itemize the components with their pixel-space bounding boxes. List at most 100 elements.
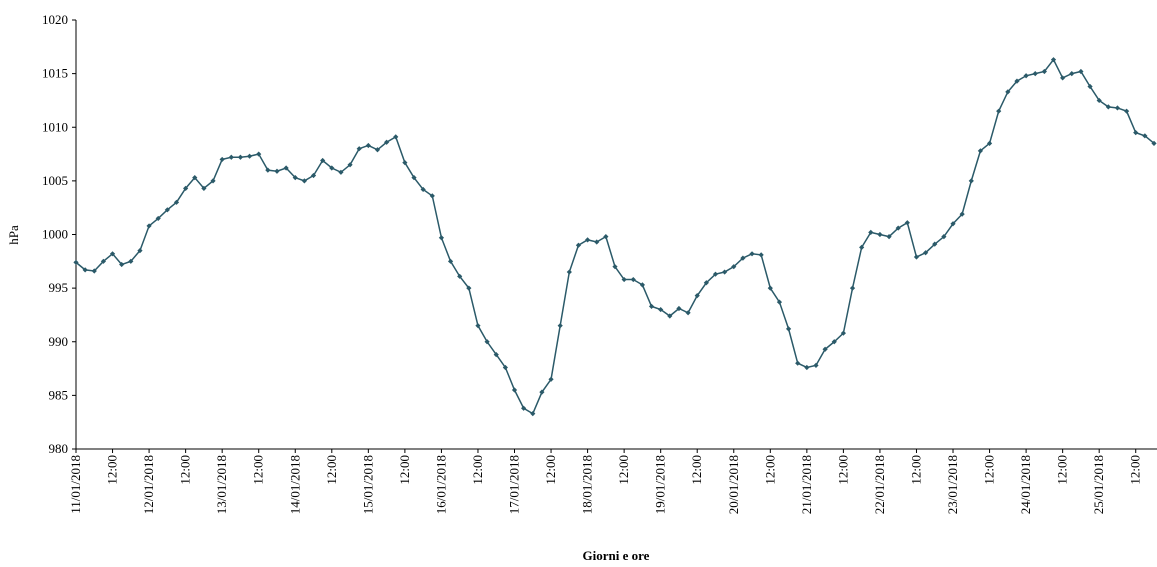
data-point [904, 220, 910, 226]
x-tick-label: 12:00 [982, 455, 997, 485]
data-point [210, 178, 216, 184]
data-point [384, 139, 390, 145]
data-point [968, 178, 974, 184]
data-point [941, 234, 947, 240]
x-tick-label: 14/01/2018 [287, 455, 302, 514]
data-point [749, 251, 755, 257]
data-point [676, 305, 682, 312]
data-point [82, 267, 88, 273]
data-point [91, 268, 97, 274]
x-tick-label: 12:00 [1128, 455, 1143, 485]
data-point [402, 160, 408, 166]
data-point [429, 193, 435, 199]
data-point [201, 185, 207, 191]
data-point [658, 306, 664, 313]
x-tick-label: 12:00 [908, 455, 923, 485]
data-point [502, 364, 508, 371]
data-point [859, 244, 865, 250]
x-tick-label: 17/01/2018 [507, 455, 522, 514]
x-tick-label: 18/01/2018 [580, 455, 595, 514]
data-point [548, 376, 554, 382]
x-tick-label: 12:00 [543, 455, 558, 485]
data-point [301, 178, 307, 184]
x-tick-label: 12:00 [762, 455, 777, 485]
x-tick-label: 12:00 [689, 455, 704, 485]
x-tick-label: 22/01/2018 [872, 455, 887, 514]
data-point [639, 282, 646, 288]
data-point [648, 303, 655, 309]
data-point [438, 235, 445, 241]
data-point [466, 285, 472, 291]
data-point [785, 326, 792, 332]
x-tick-label: 12:00 [251, 455, 266, 485]
data-point [740, 255, 746, 261]
data-point [164, 207, 170, 213]
data-point [320, 157, 326, 164]
data-point [511, 387, 518, 393]
x-tick-label: 12:00 [470, 455, 485, 485]
y-tick-label: 1015 [42, 66, 68, 81]
x-tick-label: 12/01/2018 [141, 455, 156, 514]
y-axis-label: hPa [6, 225, 21, 245]
data-point [146, 223, 152, 229]
data-point [1114, 105, 1121, 111]
data-point [173, 199, 180, 205]
data-point [621, 276, 627, 283]
data-point [521, 405, 527, 411]
data-point [420, 186, 426, 193]
data-point [594, 239, 600, 245]
data-point [731, 264, 737, 270]
data-point [804, 364, 810, 371]
data-point [813, 362, 819, 368]
data-point [630, 276, 636, 283]
x-tick-label: 23/01/2018 [945, 455, 960, 514]
data-point [274, 168, 280, 174]
data-point [566, 269, 572, 275]
data-point [1041, 68, 1047, 75]
x-tick-label: 16/01/2018 [433, 455, 448, 514]
data-point [493, 352, 499, 358]
x-tick-label: 13/01/2018 [214, 455, 229, 514]
data-point [584, 237, 591, 243]
y-tick-label: 995 [49, 280, 69, 295]
data-point [767, 285, 773, 291]
data-point [1105, 104, 1111, 110]
data-point [137, 247, 143, 254]
x-tick-label: 12:00 [324, 455, 339, 485]
data-point [100, 258, 107, 264]
data-point [475, 323, 481, 329]
data-point [1069, 71, 1075, 77]
data-point [265, 167, 271, 173]
data-point [1151, 140, 1157, 146]
data-point [356, 146, 362, 152]
x-tick-label: 12:00 [1055, 455, 1070, 485]
data-point [603, 234, 609, 240]
data-point [1123, 108, 1130, 114]
x-tick-label: 19/01/2018 [653, 455, 668, 514]
data-point [986, 140, 993, 146]
data-point [1133, 130, 1139, 136]
data-point [1050, 57, 1057, 63]
x-tick-label: 15/01/2018 [360, 455, 375, 514]
y-tick-label: 1010 [42, 119, 68, 134]
data-point [685, 310, 691, 316]
data-point [776, 299, 783, 305]
series-line [75, 58, 1155, 415]
x-tick-label: 11/01/2018 [68, 455, 83, 514]
x-tick-label: 12:00 [835, 455, 850, 485]
x-tick-label: 21/01/2018 [799, 455, 814, 514]
data-point [1142, 133, 1148, 139]
data-point [703, 280, 709, 286]
data-point [237, 154, 244, 160]
data-point [1032, 71, 1038, 77]
data-point [822, 346, 828, 352]
data-point [1087, 83, 1093, 90]
data-point [877, 231, 883, 238]
data-point [694, 293, 700, 299]
data-point [557, 323, 563, 329]
data-point [1060, 75, 1066, 81]
data-point [840, 330, 846, 336]
data-point [1005, 89, 1011, 95]
data-point [338, 169, 344, 175]
